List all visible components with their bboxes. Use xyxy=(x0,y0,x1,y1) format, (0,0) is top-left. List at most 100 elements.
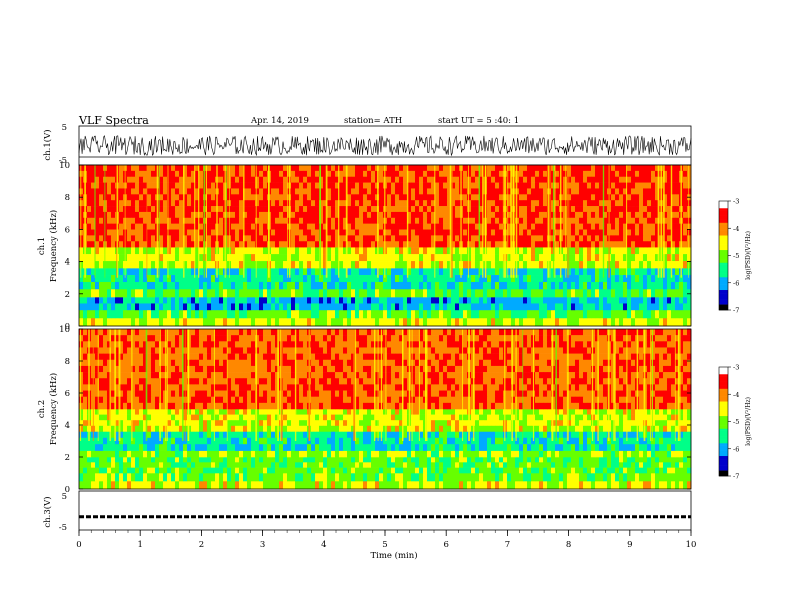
ch1-spectrogram-cell xyxy=(619,289,623,297)
ch1-spectrogram-cell xyxy=(463,289,467,297)
ch2-spectrogram-cell xyxy=(587,481,591,489)
ch1-spectrogram-cell xyxy=(683,275,687,282)
ch2-spectrogram-cell xyxy=(407,473,411,481)
ch1-spectrogram-cell xyxy=(339,310,343,318)
ch1-spectrogram-cell xyxy=(615,183,619,189)
ch1-spectrogram-cell xyxy=(583,230,587,236)
ch1-spectrogram-cell xyxy=(475,282,479,289)
ch2-spectrogram-cell xyxy=(143,468,147,474)
ch1-spectrogram-cell xyxy=(251,261,255,268)
ch1-spectrogram-cell xyxy=(263,297,267,304)
ch1-spectrogram-cell xyxy=(175,241,179,247)
ch1-spectrogram-cell xyxy=(87,183,91,189)
ch1-spectrogram-cell xyxy=(307,318,311,326)
ch1-spectrogram-cell xyxy=(291,200,295,206)
ch1-spectrogram-cell xyxy=(251,200,255,206)
ch1-spectrogram-cell xyxy=(191,303,195,310)
ch1-spectrogram-cell xyxy=(171,188,175,194)
ch1-spectrogram-cell xyxy=(563,303,567,310)
ch2-spectrogram-cell xyxy=(231,481,235,489)
ch1-spectrogram-cell xyxy=(175,188,179,194)
ch1-spectrogram-cell xyxy=(347,261,351,268)
ch1-spectrogram-cell xyxy=(303,224,307,230)
ch1-spectrogram-cell xyxy=(139,254,143,261)
ch1-spectrogram-cell xyxy=(679,303,683,310)
ch1-spectrogram-cell xyxy=(83,310,87,318)
ch1-spectrogram-cell xyxy=(635,241,639,247)
ch1-spectrogram-cell xyxy=(351,230,355,236)
ch1-spectrogram-cell xyxy=(375,318,379,326)
ch1-spectrogram-cell xyxy=(475,318,479,326)
ch1-spectrogram-cell xyxy=(315,268,319,275)
ch1-spectrogram-cell xyxy=(207,318,211,326)
ch1-spectrogram-cell xyxy=(579,235,583,241)
ch1-spectrogram-cell xyxy=(207,165,211,171)
ch1-spectrogram-cell xyxy=(439,194,443,200)
ch1-spectrogram-cell xyxy=(159,235,163,241)
ch1-spectrogram-cell xyxy=(435,194,439,200)
ch1-spectrogram-cell xyxy=(171,194,175,200)
ch1-spectrogram-cell xyxy=(339,206,343,212)
ch2-spectrogram-cell xyxy=(95,457,99,463)
ch1-spectrogram-cell xyxy=(99,218,103,224)
ch2-spectrogram-cell xyxy=(627,451,631,458)
ch1-spectrogram-cell xyxy=(187,289,191,297)
ch2-spectrogram-cell xyxy=(351,473,355,481)
ch1-spectrogram-cell xyxy=(255,282,259,289)
ch2-spectrogram-cell xyxy=(523,473,527,481)
ch2-spectrogram-cell xyxy=(219,451,223,458)
ch1-spectrogram-cell xyxy=(307,194,311,200)
ch1-spectrogram-cell xyxy=(331,165,335,171)
ch1-spectrogram-cell xyxy=(443,171,447,177)
ch1-spectrogram-cell xyxy=(287,289,291,297)
ch1-spectrogram-cell xyxy=(571,212,575,218)
ch1-spectrogram-cell xyxy=(367,282,371,289)
ch1-spectrogram-cell xyxy=(251,171,255,177)
ch1-spectrogram-cell xyxy=(587,235,591,241)
ch1-spectrogram-cell xyxy=(247,297,251,304)
ch2-spectrogram-cell xyxy=(431,473,435,481)
ch1-spectrogram-cell xyxy=(519,206,523,212)
ch1-spectrogram-cell xyxy=(239,268,243,275)
ch1-spectrogram-cell xyxy=(247,310,251,318)
ch2-spectrogram-cell xyxy=(343,431,347,438)
ch1-spectrogram-cell xyxy=(499,282,503,289)
ch2-spectrogram-cell xyxy=(91,457,95,463)
ch1-spectrogram-cell xyxy=(319,289,323,297)
ch1-spectrogram-cell xyxy=(355,183,359,189)
ch1-spectrogram-cell xyxy=(539,297,543,304)
ch2-spectrogram-cell xyxy=(667,473,671,481)
ch1-spectrogram-cell xyxy=(307,171,311,177)
ch1-spectrogram-cell xyxy=(595,303,599,310)
ch1-spectrogram-cell xyxy=(547,297,551,304)
ch1-spectrogram-cell xyxy=(219,275,223,282)
ch1-spectrogram-cell xyxy=(467,188,471,194)
ch1-spectrogram-cell xyxy=(171,297,175,304)
ch1-spectrogram-cell xyxy=(171,254,175,261)
ch1-spectrogram-cell xyxy=(435,183,439,189)
ch1-spectrogram-cell xyxy=(671,310,675,318)
ch2-spectrogram-cell xyxy=(159,462,163,468)
ch1-spectrogram-cell xyxy=(519,171,523,177)
ch2-spectrogram-cell xyxy=(359,451,363,458)
ch1-spectrogram-cell xyxy=(175,303,179,310)
ch1-spectrogram-cell xyxy=(235,171,239,177)
ch1-spectrogram-cell xyxy=(651,289,655,297)
ch1-spectrogram-cell xyxy=(295,188,299,194)
ch1-spectrogram-cell xyxy=(231,247,235,254)
ch1-spectrogram-cell xyxy=(119,241,123,247)
ch2-spectrogram-cell xyxy=(259,462,263,468)
ch2-spectrogram-cell xyxy=(483,451,487,458)
ch1-spectrogram-cell xyxy=(499,303,503,310)
ch1-spectrogram-cell xyxy=(659,303,663,310)
ch1-spectrogram-cell xyxy=(543,206,547,212)
ch2-spectrogram-cell xyxy=(551,462,555,468)
ch1-spectrogram-cell xyxy=(471,200,475,206)
ch1-spectrogram-cell xyxy=(399,188,403,194)
ch1-spectrogram-cell xyxy=(591,310,595,318)
ch1-spectrogram-cell xyxy=(491,218,495,224)
ch1-spectrogram-cell xyxy=(683,177,687,183)
ch1-spectrogram-cell xyxy=(563,254,567,261)
ch1-spectrogram-cell xyxy=(615,194,619,200)
ch1-spectrogram-cell xyxy=(439,230,443,236)
